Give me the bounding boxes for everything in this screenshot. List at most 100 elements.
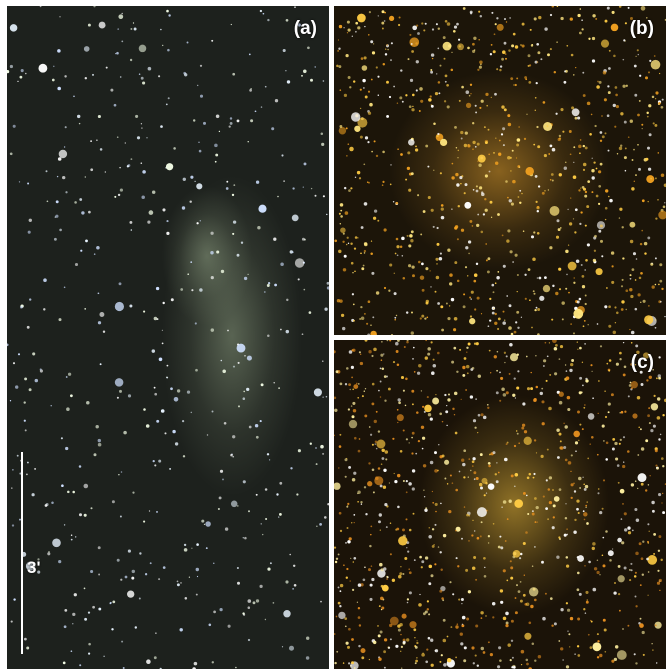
star [350, 405, 353, 407]
star [255, 180, 260, 184]
star [444, 74, 448, 78]
star [371, 577, 375, 582]
star [129, 220, 133, 224]
star [344, 617, 348, 620]
star [645, 439, 649, 443]
star [439, 551, 442, 554]
star [467, 144, 471, 148]
star [338, 212, 341, 215]
star [353, 667, 356, 669]
star [380, 596, 384, 601]
star [361, 395, 364, 398]
star [182, 455, 186, 458]
star [237, 505, 239, 507]
star [509, 156, 512, 159]
star [399, 245, 403, 248]
star [526, 113, 528, 116]
star [595, 167, 598, 170]
star [255, 435, 259, 439]
star [393, 272, 396, 275]
star [468, 94, 471, 97]
star [598, 380, 600, 382]
star [619, 358, 622, 361]
star [453, 317, 458, 321]
star [622, 341, 625, 344]
star [355, 382, 358, 385]
star [574, 653, 576, 655]
star [162, 208, 166, 212]
star [629, 16, 634, 21]
star [584, 224, 587, 227]
star [520, 44, 522, 46]
star [622, 436, 626, 439]
star [409, 234, 413, 238]
star [506, 518, 509, 520]
star [622, 628, 624, 630]
star [495, 480, 499, 484]
star [424, 22, 427, 25]
star [587, 413, 595, 420]
star [264, 85, 267, 88]
star [419, 87, 423, 91]
star [370, 78, 373, 81]
star [559, 446, 564, 450]
star [297, 449, 301, 453]
scale-bar [21, 452, 23, 654]
star [424, 356, 428, 360]
star [653, 552, 656, 555]
star [104, 171, 106, 173]
star [646, 111, 649, 115]
star [581, 428, 584, 431]
star [93, 453, 97, 457]
star [453, 391, 458, 396]
star [478, 482, 483, 487]
star [549, 13, 553, 17]
star [401, 236, 405, 241]
star [364, 25, 366, 28]
star [198, 141, 200, 143]
star [611, 265, 614, 268]
star [126, 165, 130, 168]
star [650, 403, 659, 411]
star [297, 23, 301, 27]
star [47, 552, 51, 556]
star [660, 558, 663, 562]
star [303, 288, 306, 291]
star [435, 257, 439, 261]
star [105, 66, 108, 69]
star [382, 485, 387, 489]
star [533, 439, 537, 442]
star [632, 413, 638, 419]
star [660, 105, 664, 109]
star [456, 370, 459, 374]
star [452, 407, 455, 411]
star [524, 76, 527, 79]
image-panel-c: (c) [334, 340, 666, 669]
star [155, 286, 160, 291]
star [609, 198, 613, 203]
star [610, 251, 615, 255]
star [188, 576, 191, 578]
star [651, 509, 655, 513]
star [222, 369, 226, 374]
star [247, 599, 252, 603]
star [591, 370, 593, 373]
star [432, 225, 435, 228]
star [405, 178, 408, 181]
star [350, 242, 353, 245]
star [609, 559, 612, 562]
star [627, 6, 630, 9]
star [651, 500, 655, 505]
star [597, 170, 602, 174]
star [349, 86, 352, 89]
star [440, 502, 442, 505]
star [599, 139, 603, 142]
star [443, 100, 447, 103]
star [93, 6, 96, 8]
star [472, 42, 475, 46]
star [348, 537, 352, 541]
star [425, 508, 427, 510]
star [611, 548, 614, 550]
star [596, 85, 600, 89]
star [87, 611, 91, 614]
